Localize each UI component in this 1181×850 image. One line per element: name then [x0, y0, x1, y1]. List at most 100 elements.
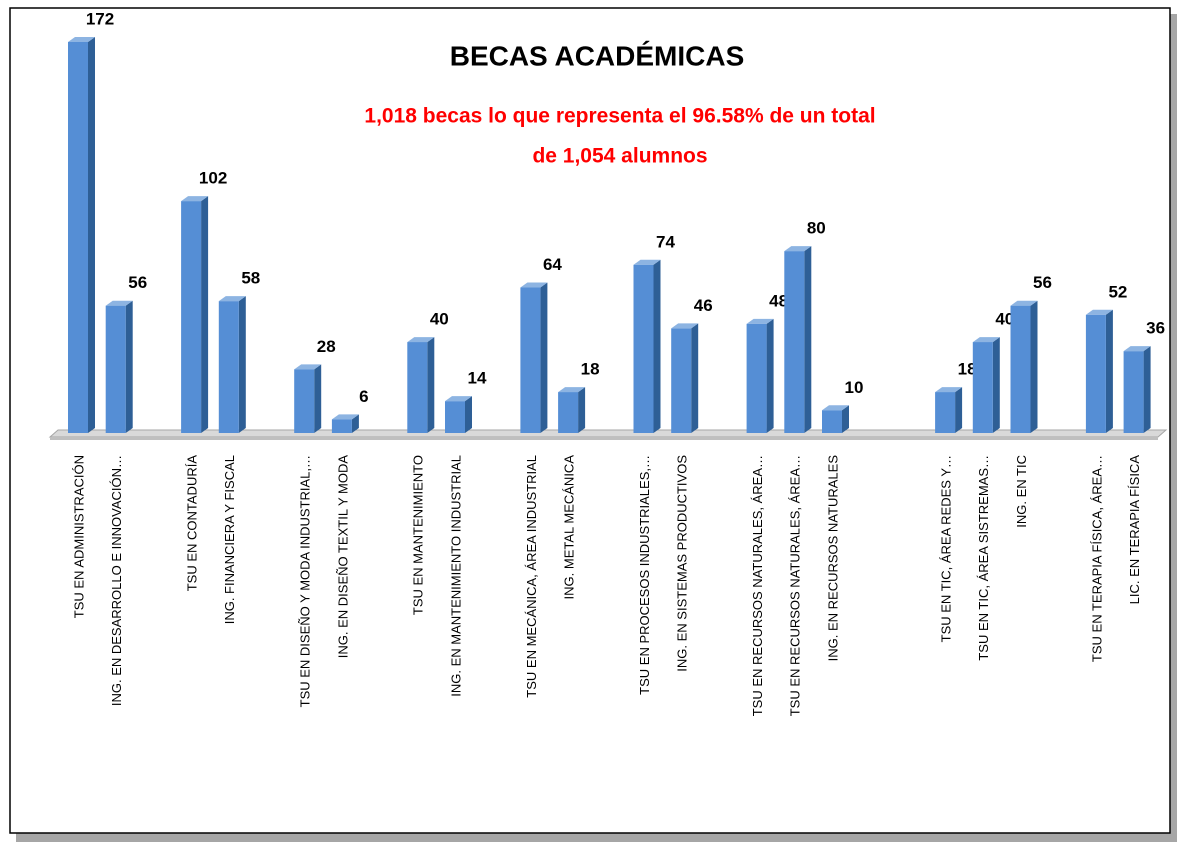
x-tick-label: TSU EN TIC, ÁREA SISTREMAS… — [976, 455, 991, 661]
value-label: 40 — [995, 310, 1014, 329]
value-label: 10 — [845, 378, 864, 397]
bar-side — [1143, 346, 1151, 433]
bar-side — [578, 387, 586, 433]
x-tick-label: TSU EN MANTENIMIENTO — [411, 455, 426, 615]
x-tick-label: ING. EN MANTENIMIENTO INDUSTRIAL — [448, 455, 463, 697]
bar-side — [1030, 300, 1038, 433]
bar-top — [746, 318, 774, 324]
x-tick-label: TSU EN RECURSOS NATURALES, ÁREA… — [750, 455, 765, 716]
value-label: 36 — [1146, 319, 1165, 338]
x-tick-label: TSU EN MECÁNICA, ÁREA INDUSTRIAL — [524, 455, 539, 698]
x-tick-label: ING. FINANCIERA Y FISCAL — [222, 455, 237, 624]
value-label: 18 — [581, 360, 600, 379]
bar-top — [1123, 346, 1151, 352]
x-tick-label: TSU EN PROCESOS INDUSTRIALES,… — [637, 455, 652, 695]
x-tick-label: TSU EN TIC, ÁREA REDES Y… — [939, 455, 954, 642]
x-tick-label: ING. METAL MECÁNICA — [562, 455, 577, 600]
bar-side — [314, 364, 322, 433]
x-tick-label: LIC. EN TERAPIA FÍSICA — [1127, 455, 1142, 605]
value-label: 18 — [958, 360, 977, 379]
x-tick-label: TSU EN TERAPIA FÍSICA, ÁREA… — [1089, 455, 1104, 662]
bar-side — [842, 405, 849, 433]
value-label: 102 — [199, 169, 227, 188]
value-label: 48 — [769, 291, 788, 310]
bar — [822, 410, 842, 433]
bar-top — [633, 259, 661, 265]
bar — [633, 264, 654, 433]
bar-top — [520, 282, 548, 288]
bar — [784, 251, 805, 433]
bar-side — [540, 282, 548, 433]
bar-side — [992, 337, 1000, 433]
x-tick-label: ING. EN TIC — [1014, 455, 1029, 528]
bar-top — [218, 296, 246, 302]
bar — [294, 369, 315, 433]
bar — [935, 392, 956, 433]
value-label: 172 — [86, 9, 114, 28]
bar-top — [181, 196, 209, 202]
bar — [746, 323, 767, 433]
value-label: 56 — [1033, 273, 1052, 292]
bar-top — [331, 414, 359, 420]
bar — [181, 201, 202, 433]
bar — [558, 392, 579, 433]
bar — [445, 401, 465, 433]
value-label: 80 — [807, 219, 826, 238]
bar-top — [822, 405, 849, 411]
bar-top — [294, 364, 322, 370]
bar-top — [68, 37, 95, 42]
bar-top — [445, 396, 472, 402]
bar-top — [935, 387, 963, 393]
x-tick-label: TSU EN RECURSOS NATURALES, ÁREA… — [788, 455, 803, 716]
bar-top — [558, 387, 586, 393]
bar-top — [1085, 309, 1113, 315]
x-tick-label: ING. EN DISEÑO TEXTIL Y MODA — [335, 455, 350, 659]
x-tick-label: ING. EN SISTEMAS PRODUCTIVOS — [675, 455, 690, 672]
value-label: 40 — [430, 310, 449, 329]
bar-side — [766, 318, 774, 433]
subtitle: 1,018 becas lo que representa el 96.58% … — [364, 105, 875, 128]
x-tick-label: TSU EN DISEÑO Y MODA INDUSTRIAL,… — [298, 455, 313, 707]
bar-side — [125, 300, 133, 433]
bar — [218, 301, 239, 433]
bar-side — [1105, 309, 1113, 433]
x-tick-label: TSU EN CONTADURÍA — [185, 455, 200, 592]
value-label: 6 — [359, 387, 368, 406]
bar-side — [88, 37, 95, 433]
bar-side — [955, 387, 963, 433]
bar — [407, 342, 428, 433]
value-label: 56 — [128, 273, 147, 292]
bar — [1010, 305, 1031, 433]
value-label: 14 — [468, 369, 487, 388]
bar — [1085, 314, 1106, 433]
x-tick-label: ING. EN DESARROLLO E INNOVACIÓN… — [109, 455, 124, 706]
bar — [671, 328, 692, 433]
bar — [105, 305, 126, 433]
bar-top — [784, 246, 812, 252]
x-tick-label: ING. EN RECURSOS NATURALES — [825, 455, 840, 662]
bar-side — [427, 337, 435, 433]
bar-side — [691, 323, 699, 433]
bar-side — [201, 196, 209, 433]
value-label: 64 — [543, 255, 562, 274]
floor-edge — [50, 437, 1158, 440]
bar-side — [804, 246, 812, 433]
bar-top — [1010, 300, 1038, 306]
bar-side — [653, 259, 661, 433]
bar — [331, 419, 352, 433]
value-label: 58 — [241, 269, 260, 288]
bar-side — [238, 296, 246, 433]
value-label: 74 — [656, 232, 675, 251]
floor — [48, 429, 1168, 438]
bar — [972, 342, 993, 433]
bar-side — [351, 414, 359, 433]
bar — [520, 287, 541, 433]
subtitle: de 1,054 alumnos — [532, 145, 707, 168]
value-label: 28 — [317, 337, 336, 356]
value-label: 46 — [694, 296, 713, 315]
chart-title: BECAS ACADÉMICAS — [450, 40, 745, 71]
x-tick-label: TSU EN ADMINISTRACIÓN — [71, 455, 86, 618]
value-label: 52 — [1108, 282, 1127, 301]
bar-top — [105, 300, 133, 306]
